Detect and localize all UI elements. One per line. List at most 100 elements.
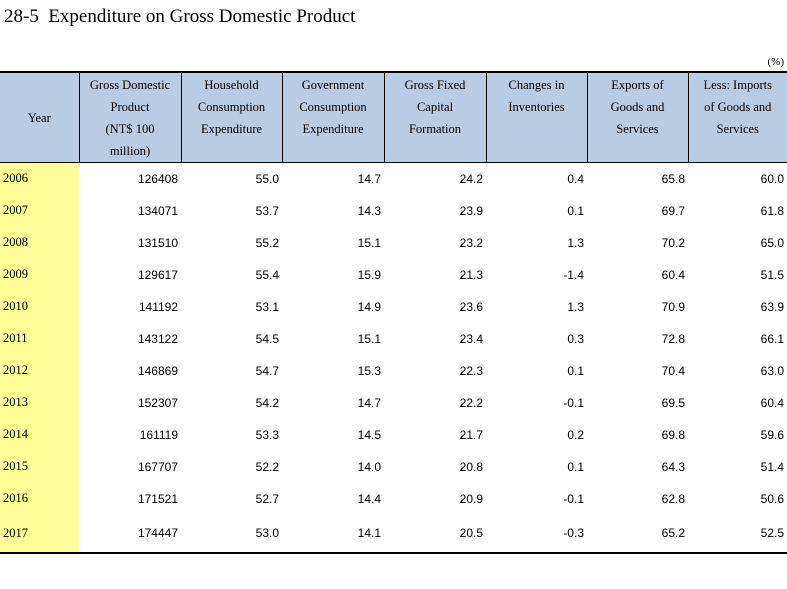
value-cell: 0.4 xyxy=(567,171,584,186)
value-cell: 0.1 xyxy=(567,203,584,218)
year-cell: 2009 xyxy=(0,258,79,291)
value-cell: 23.6 xyxy=(459,299,483,314)
year-cell: 2015 xyxy=(0,450,79,483)
header-line: Gross Fixed xyxy=(404,78,466,92)
header-line: Consumption xyxy=(197,100,266,114)
value-cell: 54.2 xyxy=(255,395,279,410)
value-cell: 51.4 xyxy=(760,459,784,474)
page-title: 28-5 Expenditure on Gross Domestic Produ… xyxy=(4,6,356,27)
value-cell: 50.6 xyxy=(760,491,784,506)
header-line: Goods and xyxy=(610,100,665,114)
value-cell: 70.9 xyxy=(661,299,685,314)
header-line: Product xyxy=(110,100,150,114)
header-year: Year xyxy=(0,71,79,163)
value-cell: -0.1 xyxy=(563,395,584,410)
value-cell: 1.3 xyxy=(567,299,584,314)
value-cell: 0.2 xyxy=(567,427,584,442)
value-cell: 15.9 xyxy=(357,267,381,282)
value-cell: 65.0 xyxy=(760,235,784,250)
table-row: 2012 146869 54.7 15.3 22.3 0.1 70.4 63.0 xyxy=(0,354,787,387)
year-cell: 2016 xyxy=(0,482,79,515)
value-cell: 0.1 xyxy=(567,363,584,378)
year-cell: 2014 xyxy=(0,418,79,451)
value-cell: 60.4 xyxy=(661,267,685,282)
value-cell: 14.1 xyxy=(282,514,384,554)
value-cell: 55.2 xyxy=(255,235,279,250)
header-line: Consumption xyxy=(299,100,367,114)
header-line: Expenditure xyxy=(302,122,364,136)
value-cell: 15.3 xyxy=(357,363,381,378)
value-cell: 62.8 xyxy=(661,491,685,506)
header-col-4: Gross Fixed Capital Formation xyxy=(383,71,486,163)
value-cell: 1.3 xyxy=(567,235,584,250)
value-cell: 61.8 xyxy=(760,203,784,218)
header-line: Capital xyxy=(416,100,454,114)
value-cell: 53.1 xyxy=(255,299,279,314)
value-cell: 14.0 xyxy=(357,459,381,474)
year-cell: 2008 xyxy=(0,226,79,259)
table-row: 2011 143122 54.5 15.1 23.4 0.3 72.8 66.1 xyxy=(0,322,787,355)
year-cell: 2007 xyxy=(0,194,79,227)
header-line: of Goods and xyxy=(704,100,772,114)
unit-label: (%) xyxy=(767,56,785,68)
header-line: Gross Domestic xyxy=(89,78,171,92)
year-cell: 2006 xyxy=(0,162,79,195)
value-cell: 21.7 xyxy=(459,427,483,442)
value-cell: 0.3 xyxy=(567,331,584,346)
value-cell: 70.2 xyxy=(661,235,685,250)
year-cell: 2017 xyxy=(0,514,79,554)
header-line: Formation xyxy=(408,122,462,136)
header-col-5: Changes in Inventories xyxy=(485,71,587,163)
table-row: 2010 141192 53.1 14.9 23.6 1.3 70.9 63.9 xyxy=(0,290,787,323)
value-cell: 53.7 xyxy=(255,203,279,218)
value-cell: 174447 xyxy=(79,514,181,554)
value-cell: 143122 xyxy=(137,331,178,346)
table-body: 2006 126408 55.0 14.7 24.2 0.4 65.8 60.0 2007 134… xyxy=(0,162,787,554)
value-cell: 129617 xyxy=(137,267,178,282)
value-cell: 20.9 xyxy=(459,491,483,506)
value-cell: 63.0 xyxy=(760,363,784,378)
value-cell: 65.2 xyxy=(587,514,688,554)
value-cell: 69.5 xyxy=(661,395,685,410)
header-line: Inventories xyxy=(508,100,565,114)
value-cell: 59.6 xyxy=(760,427,784,442)
header-line: Exports of xyxy=(611,78,664,92)
year-cell: 2011 xyxy=(0,322,79,355)
value-cell: 70.4 xyxy=(661,363,685,378)
header-line: Less: Imports xyxy=(703,78,772,92)
header-col-1: Gross Domestic Product (NT$ 100 million) xyxy=(78,71,181,163)
value-cell: 23.4 xyxy=(459,331,483,346)
value-cell: 52.5 xyxy=(688,514,787,554)
value-cell: 126408 xyxy=(137,171,178,186)
value-cell: 72.8 xyxy=(661,331,685,346)
header-line: Household xyxy=(204,78,259,92)
header-col-2: Household Consumption Expenditure xyxy=(180,71,282,163)
header-col-3: Government Consumption Expenditure xyxy=(281,71,384,163)
value-cell: 14.3 xyxy=(357,203,381,218)
value-cell: 60.0 xyxy=(760,171,784,186)
table-row: 2007 134071 53.7 14.3 23.9 0.1 69.7 61.8 xyxy=(0,194,787,227)
value-cell: 52.7 xyxy=(255,491,279,506)
value-cell: 53.3 xyxy=(255,427,279,442)
value-cell: 14.5 xyxy=(357,427,381,442)
value-cell: 131510 xyxy=(137,235,178,250)
table-row: 2013 152307 54.2 14.7 22.2 -0.1 69.5 60.4 xyxy=(0,386,787,419)
value-cell: 152307 xyxy=(137,395,178,410)
year-cell: 2010 xyxy=(0,290,79,323)
header-line: Services xyxy=(616,122,659,136)
value-cell: 14.4 xyxy=(357,491,381,506)
value-cell: 69.7 xyxy=(661,203,685,218)
table-row: 2009 129617 55.4 15.9 21.3 -1.4 60.4 51.5 xyxy=(0,258,787,291)
value-cell: 161119 xyxy=(139,427,178,442)
value-cell: 60.4 xyxy=(760,395,784,410)
value-cell: 171521 xyxy=(137,491,178,506)
table-row: 2006 126408 55.0 14.7 24.2 0.4 65.8 60.0 xyxy=(0,162,787,195)
value-cell: 55.4 xyxy=(255,267,279,282)
value-cell: 66.1 xyxy=(760,331,784,346)
value-cell: -0.3 xyxy=(486,514,587,554)
year-cell: 2012 xyxy=(0,354,79,387)
value-cell: 24.2 xyxy=(459,171,483,186)
table-header: Year Gross Domestic Product (NT$ 100 millio… xyxy=(0,71,787,163)
value-cell: -0.1 xyxy=(563,491,584,506)
gdp-expenditure-table: Year Gross Domestic Product (NT$ 100 millio… xyxy=(0,71,787,554)
